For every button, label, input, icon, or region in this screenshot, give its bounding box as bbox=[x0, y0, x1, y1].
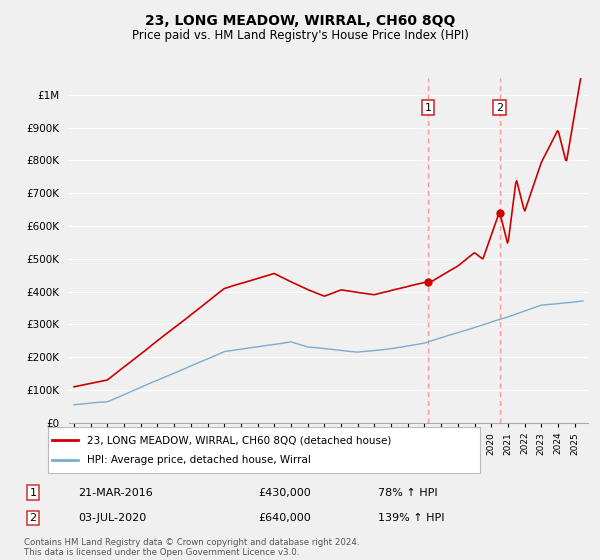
Text: 139% ↑ HPI: 139% ↑ HPI bbox=[378, 513, 445, 523]
Text: 1: 1 bbox=[425, 102, 431, 113]
Text: 23, LONG MEADOW, WIRRAL, CH60 8QQ (detached house): 23, LONG MEADOW, WIRRAL, CH60 8QQ (detac… bbox=[87, 435, 391, 445]
Text: 21-MAR-2016: 21-MAR-2016 bbox=[78, 488, 153, 498]
Text: 2: 2 bbox=[496, 102, 503, 113]
Text: HPI: Average price, detached house, Wirral: HPI: Average price, detached house, Wirr… bbox=[87, 455, 311, 465]
Text: £640,000: £640,000 bbox=[258, 513, 311, 523]
Text: 78% ↑ HPI: 78% ↑ HPI bbox=[378, 488, 437, 498]
Text: 03-JUL-2020: 03-JUL-2020 bbox=[78, 513, 146, 523]
Text: 2: 2 bbox=[29, 513, 37, 523]
Text: Contains HM Land Registry data © Crown copyright and database right 2024.
This d: Contains HM Land Registry data © Crown c… bbox=[24, 538, 359, 557]
Text: £430,000: £430,000 bbox=[258, 488, 311, 498]
Text: 23, LONG MEADOW, WIRRAL, CH60 8QQ: 23, LONG MEADOW, WIRRAL, CH60 8QQ bbox=[145, 14, 455, 28]
Text: Price paid vs. HM Land Registry's House Price Index (HPI): Price paid vs. HM Land Registry's House … bbox=[131, 29, 469, 42]
Text: 1: 1 bbox=[29, 488, 37, 498]
